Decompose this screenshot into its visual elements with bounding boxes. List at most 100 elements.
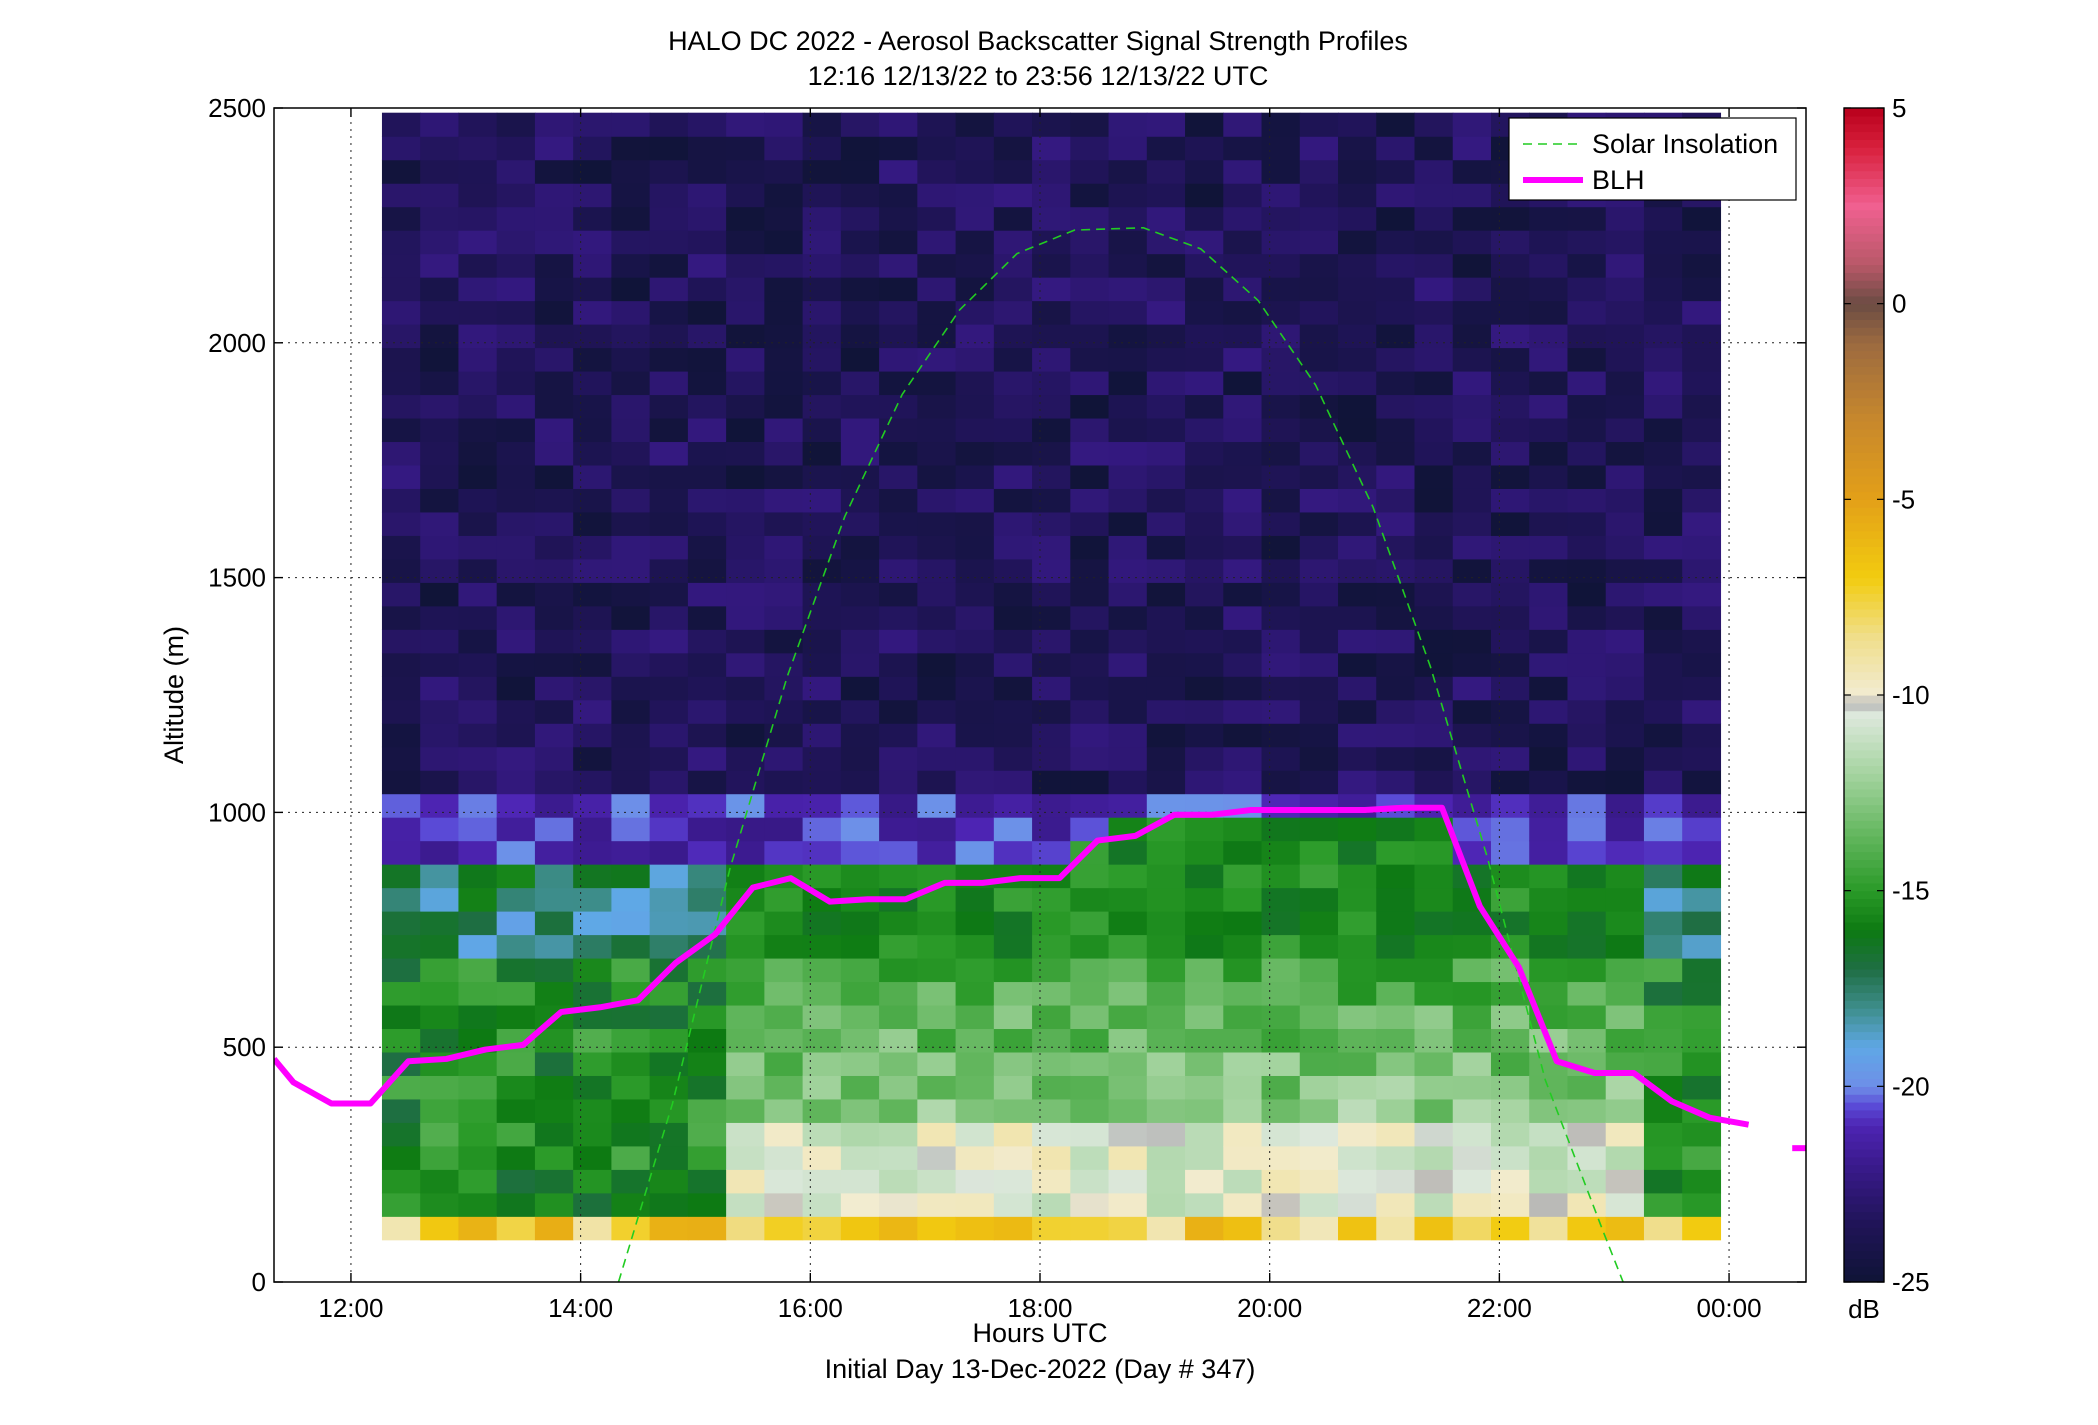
heatmap-cell xyxy=(1146,864,1186,889)
heatmap-cell xyxy=(649,1075,689,1100)
heatmap-cell xyxy=(1108,723,1148,748)
heatmap-cell xyxy=(726,300,765,325)
heatmap-cell xyxy=(1070,347,1110,372)
heatmap-cell xyxy=(1338,394,1377,419)
heatmap-cell xyxy=(534,370,574,396)
heatmap-cell xyxy=(1490,1028,1530,1053)
heatmap-cell xyxy=(1414,629,1454,654)
colorbar-segment xyxy=(1844,914,1884,923)
heatmap-cell xyxy=(1261,277,1301,302)
heatmap-cell xyxy=(1529,511,1569,536)
heatmap-cell xyxy=(955,699,995,724)
heatmap-cell xyxy=(764,159,804,184)
heatmap-cell xyxy=(611,723,651,748)
colorbar-segment xyxy=(1844,976,1884,986)
heatmap-cell xyxy=(1185,417,1224,443)
heatmap-cell xyxy=(573,1028,613,1053)
colorbar-segment xyxy=(1844,718,1884,727)
heatmap-cell xyxy=(1108,652,1148,677)
heatmap-cell xyxy=(1299,699,1339,724)
heatmap-cell xyxy=(611,558,651,583)
heatmap-cell xyxy=(840,840,880,865)
heatmap-cell xyxy=(1643,347,1683,372)
colorbar-segment xyxy=(1844,561,1884,571)
heatmap-cell xyxy=(1376,699,1416,724)
heatmap-cell xyxy=(649,746,689,771)
heatmap-cell xyxy=(993,957,1033,983)
heatmap-cell xyxy=(726,981,765,1006)
heatmap-cell xyxy=(1490,230,1530,255)
heatmap-cell xyxy=(1108,934,1148,959)
heatmap-cell xyxy=(1376,1051,1416,1076)
heatmap-cell xyxy=(573,159,613,184)
colorbar-segment xyxy=(1844,608,1884,618)
colorbar-segment xyxy=(1844,514,1884,524)
heatmap-cell xyxy=(1299,535,1339,560)
colorbar-segment xyxy=(1844,1156,1884,1166)
heatmap-cell xyxy=(1338,629,1377,654)
colorbar-segment xyxy=(1844,1219,1884,1228)
heatmap-cell xyxy=(420,347,460,372)
heatmap-cell xyxy=(1529,957,1569,983)
heatmap-cell xyxy=(993,159,1033,184)
heatmap-cell xyxy=(420,1122,460,1147)
colorbar-segment xyxy=(1844,374,1884,383)
heatmap-cell xyxy=(1261,770,1301,795)
colorbar-segment xyxy=(1844,867,1884,876)
heatmap-cell xyxy=(917,699,957,724)
heatmap-cell xyxy=(1032,347,1071,372)
heatmap-cell xyxy=(840,1145,880,1170)
colorbar-segment xyxy=(1844,178,1884,187)
heatmap-cell xyxy=(1146,347,1186,372)
heatmap-cell xyxy=(1490,347,1530,372)
heatmap-cell xyxy=(1261,911,1301,936)
heatmap-cell xyxy=(573,183,613,208)
heatmap-cell xyxy=(1452,746,1492,771)
heatmap-cell xyxy=(649,582,689,607)
heatmap-cell xyxy=(1108,370,1148,396)
heatmap-cell xyxy=(1414,934,1454,959)
heatmap-cell xyxy=(955,911,995,936)
heatmap-cell xyxy=(1070,934,1110,959)
heatmap-cell xyxy=(1605,699,1645,724)
heatmap-cell xyxy=(879,1098,918,1123)
colorbar-segment xyxy=(1844,882,1884,892)
colorbar-segment xyxy=(1844,522,1884,532)
heatmap-cell xyxy=(1185,723,1224,748)
heatmap-cell xyxy=(802,1028,842,1053)
legend-solar-label: Solar Insolation xyxy=(1592,129,1778,159)
heatmap-cell xyxy=(1643,535,1683,560)
heatmap-cell xyxy=(1299,159,1339,184)
colorbar-segment xyxy=(1844,264,1884,273)
heatmap-cell xyxy=(534,934,574,959)
heatmap-cell xyxy=(1567,1004,1607,1030)
heatmap-cell xyxy=(1032,535,1071,560)
heatmap-cell xyxy=(1376,324,1416,349)
heatmap-cell xyxy=(1643,676,1683,701)
heatmap-cell xyxy=(458,159,498,184)
colorbar-segment xyxy=(1844,859,1884,868)
heatmap-cell xyxy=(1185,957,1224,983)
heatmap-cell xyxy=(993,582,1033,607)
heatmap-cell xyxy=(1146,159,1186,184)
heatmap-cell xyxy=(726,136,765,161)
heatmap-cell xyxy=(1070,1098,1110,1123)
colorbar-unit-label: dB xyxy=(1848,1294,1880,1324)
heatmap-cell xyxy=(458,887,498,912)
heatmap-cell xyxy=(1185,370,1224,396)
heatmap-cell xyxy=(611,511,651,536)
heatmap-cell xyxy=(955,558,995,583)
heatmap-cell xyxy=(1299,206,1339,231)
heatmap-cell xyxy=(1185,1075,1224,1100)
heatmap-cell xyxy=(1376,511,1416,536)
colorbar-segment xyxy=(1844,1094,1884,1103)
heatmap-cell xyxy=(573,1098,613,1123)
heatmap-cell xyxy=(1682,511,1722,536)
heatmap-cell xyxy=(420,864,460,889)
heatmap-cell xyxy=(1414,957,1454,983)
colorbar-segment xyxy=(1844,507,1884,516)
heatmap-cell xyxy=(1261,112,1301,137)
heatmap-cell xyxy=(879,1028,918,1053)
heatmap-cell xyxy=(1643,511,1683,536)
heatmap-cell xyxy=(802,746,842,771)
